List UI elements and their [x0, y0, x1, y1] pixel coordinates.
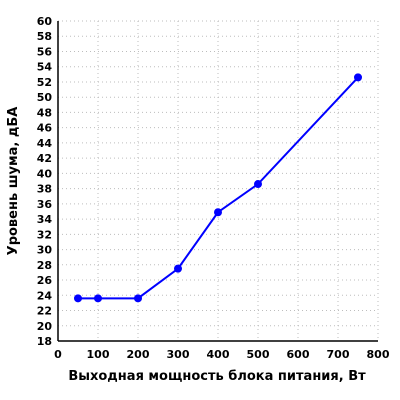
- x-tick-label: 300: [167, 348, 190, 361]
- data-point: [254, 180, 262, 189]
- x-tick-label: 100: [87, 348, 110, 361]
- y-tick-label: 34: [37, 213, 53, 226]
- series-layer: [74, 73, 362, 303]
- y-tick-label: 52: [37, 76, 52, 89]
- tick-labels: 0 100 200 300 400 500 600 700 800 18 20 22 24 26 28 30 3…: [37, 15, 390, 361]
- y-tick-label: 50: [37, 91, 53, 104]
- x-axis-label: Выходная мощность блока питания, Вт: [68, 369, 366, 384]
- data-point: [74, 294, 82, 303]
- x-tick-label: 500: [247, 348, 270, 361]
- y-tick-label: 48: [37, 106, 52, 119]
- y-tick-label: 36: [37, 198, 53, 211]
- y-tick-label: 40: [37, 167, 53, 180]
- x-tick-label: 200: [127, 348, 150, 361]
- y-tick-label: 30: [37, 244, 53, 257]
- y-tick-label: 24: [37, 289, 53, 302]
- data-point: [134, 294, 142, 303]
- y-tick-label: 56: [37, 45, 53, 58]
- y-tick-label: 54: [37, 61, 53, 74]
- x-tick-label: 600: [287, 348, 310, 361]
- grid: [58, 20, 379, 341]
- data-point: [94, 294, 102, 303]
- data-point: [174, 264, 182, 273]
- y-tick-label: 46: [37, 122, 53, 135]
- x-tick-label: 800: [367, 348, 390, 361]
- y-tick-label: 18: [37, 335, 52, 348]
- y-tick-label: 28: [37, 259, 52, 272]
- x-tick-label: 400: [207, 348, 230, 361]
- y-tick-label: 38: [37, 183, 52, 196]
- y-tick-label: 22: [37, 305, 52, 318]
- y-tick-label: 42: [37, 152, 52, 165]
- data-point: [214, 208, 222, 217]
- y-axis-label: Уровень шума, дБА: [6, 107, 21, 256]
- x-tick-label: 0: [54, 348, 62, 361]
- x-tick-label: 700: [327, 348, 350, 361]
- y-tick-label: 44: [37, 137, 53, 150]
- y-tick-label: 20: [37, 320, 53, 333]
- y-tick-label: 32: [37, 228, 52, 241]
- y-tick-label: 60: [37, 15, 53, 28]
- y-tick-label: 26: [37, 274, 53, 287]
- y-tick-label: 58: [37, 30, 52, 43]
- data-point: [354, 73, 362, 82]
